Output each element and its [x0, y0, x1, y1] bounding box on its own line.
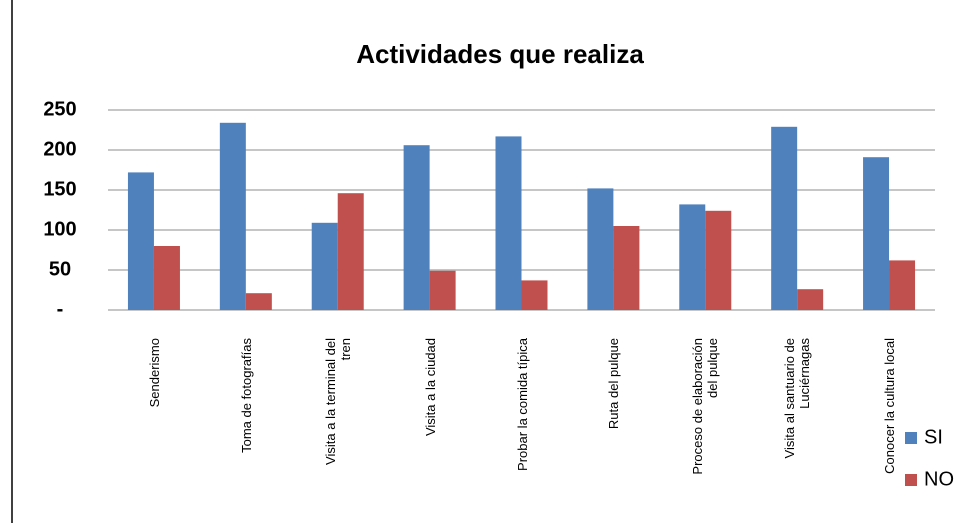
x-tick-label: Ruta del pulque: [605, 338, 621, 430]
bar: [889, 260, 916, 310]
y-tick-label: 50: [49, 258, 71, 280]
x-tick-label: Probar la comida típica: [514, 338, 529, 471]
bar: [245, 293, 272, 310]
bar: [403, 145, 430, 310]
x-tick-label: Conocer la cultura local: [881, 338, 897, 474]
x-tick-label: Proceso de elaboración del pulque: [690, 338, 721, 475]
x-tick-label: Visita a la ciudad: [422, 338, 438, 437]
y-tick-label: 200: [43, 138, 76, 160]
legend-label: NO: [924, 468, 954, 490]
bar: [127, 172, 154, 310]
bar: [495, 136, 522, 310]
bar: [429, 270, 456, 310]
bar: [863, 157, 890, 310]
bar: [587, 188, 614, 310]
x-tick-label: Senderismo: [146, 338, 162, 408]
y-tick-label: 150: [43, 178, 76, 200]
bar: [337, 193, 364, 310]
legend-label: SI: [924, 426, 943, 448]
bar: [679, 204, 706, 310]
legend-swatch: [905, 474, 917, 486]
y-tick-label: 100: [43, 218, 76, 240]
y-tick-label: 250: [43, 98, 76, 120]
bar: [613, 226, 640, 310]
chart-title: Actividades que realiza: [356, 39, 644, 69]
bar: [705, 210, 732, 310]
x-tick-label: Visita a la terminal del tren: [322, 338, 353, 465]
bar: [153, 246, 180, 310]
x-tick-label: Toma de fotografías: [238, 338, 254, 453]
legend-swatch: [905, 432, 917, 444]
bar: [219, 122, 246, 310]
bar: [797, 289, 824, 310]
bar: [771, 126, 798, 310]
bar: [521, 280, 548, 310]
bar: [311, 222, 338, 310]
y-tick-label: -: [57, 298, 64, 320]
x-tick-label: Visita al santuario de Luciérnagas: [782, 338, 813, 459]
